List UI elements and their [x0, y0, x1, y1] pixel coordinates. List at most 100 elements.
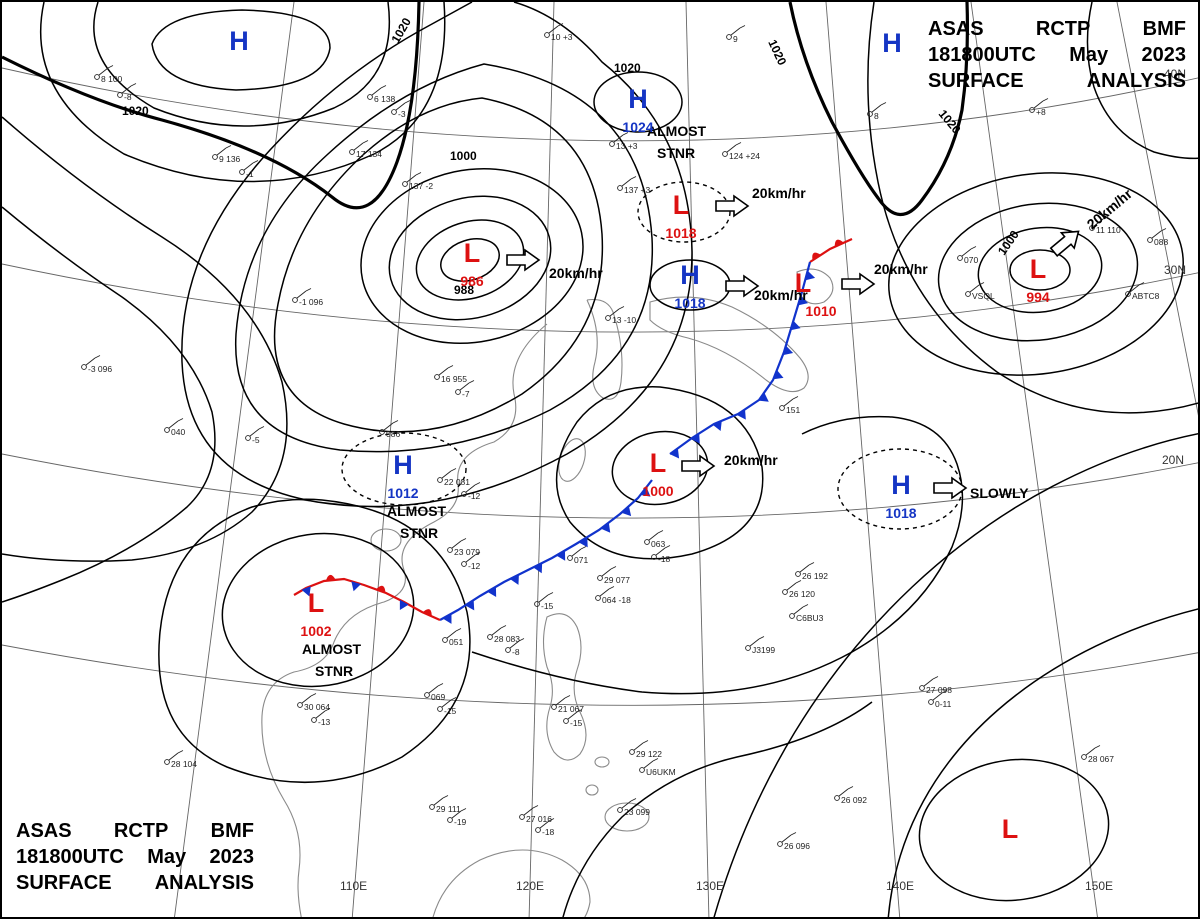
title-word: SURFACE	[16, 872, 112, 894]
wind-barb-tick	[580, 546, 587, 550]
wind-barb-tick	[107, 65, 114, 69]
wind-barb-tick	[1102, 216, 1109, 220]
station-plot: -15	[541, 601, 554, 611]
station-plot: 051	[449, 637, 463, 647]
cold-front-triangle	[301, 586, 311, 597]
pressure-center-value: 1018	[665, 225, 696, 241]
wind-barb-tick	[564, 695, 571, 699]
wind-barb	[601, 568, 612, 577]
annotation-text: STNR	[657, 145, 695, 161]
title-word: RCTP	[113, 820, 169, 842]
wind-barb	[643, 760, 654, 769]
cold-front-triangle	[790, 320, 801, 331]
meridian-120e	[528, 2, 555, 917]
station-plot: -12	[468, 561, 481, 571]
pressure-center-value: 1000	[642, 483, 673, 499]
station-circle	[1125, 291, 1131, 297]
station-circle	[487, 634, 493, 640]
station-circle	[239, 169, 245, 175]
station-plot: -15	[444, 706, 457, 716]
coast-mindanao	[604, 802, 650, 832]
wind-barb-tick	[415, 172, 422, 176]
wind-barb	[85, 357, 96, 366]
wind-barb	[491, 627, 502, 636]
pressure-center-value: 1010	[805, 303, 836, 319]
wind-barb-tick	[880, 102, 887, 106]
station-circle	[651, 554, 657, 560]
wind-barb	[406, 174, 417, 183]
longitude-label: 130E	[696, 879, 724, 893]
station-circle	[629, 749, 635, 755]
station-circle	[164, 759, 170, 765]
isobar-closed	[611, 430, 709, 506]
station-circle	[535, 827, 541, 833]
station-plot: -7	[462, 389, 470, 399]
isobar-line	[1086, 2, 1198, 160]
wind-barb	[749, 638, 760, 647]
cold-front-line	[669, 261, 812, 455]
cold-front-triangle	[533, 562, 543, 574]
station-circle	[1029, 107, 1035, 113]
station-circle	[644, 539, 650, 545]
wind-barb-tick	[548, 818, 555, 822]
title-word: 181800UTC	[928, 44, 1036, 66]
title-line-1: ASAS RCTP BMF	[16, 818, 254, 844]
station-circle	[567, 555, 573, 561]
wind-barb	[446, 630, 457, 639]
station-plot: 086	[386, 429, 400, 439]
station-circle	[367, 94, 373, 100]
isobar-1020-thick	[2, 2, 421, 210]
wind-barb	[509, 640, 520, 649]
station-plot: 23 099	[624, 807, 650, 817]
station-plot: -15	[570, 718, 583, 728]
cold-front-triangle	[487, 586, 497, 597]
movement-arrow	[506, 248, 541, 272]
station-plot: 22 081	[444, 477, 470, 487]
wind-barb-tick	[652, 758, 659, 762]
title-word: RCTP	[1035, 18, 1091, 40]
coast-hokkaido	[796, 268, 834, 305]
station-plot: 29 077	[604, 575, 630, 585]
station-plot: 10 +3	[551, 32, 573, 42]
station-circle	[117, 92, 123, 98]
station-circle	[617, 185, 623, 191]
longitude-label: 140E	[886, 879, 914, 893]
isobar-label: 1020	[122, 104, 149, 118]
wind-barb	[451, 540, 462, 549]
station-plot: 30 064	[304, 702, 330, 712]
wind-barb-tick	[792, 396, 799, 400]
wind-barb	[726, 144, 737, 153]
station-plot: -19	[454, 817, 467, 827]
wind-barb	[353, 142, 364, 151]
warm-front-semicircle	[422, 609, 432, 617]
isobar-label: 1020	[765, 37, 789, 67]
wind-barb-tick	[1094, 745, 1101, 749]
wind-barb-tick	[392, 420, 399, 424]
isobar-closed	[888, 172, 1184, 376]
cold-front-triangle	[758, 392, 769, 402]
station-circle	[424, 692, 430, 698]
isobar-closed	[158, 498, 471, 784]
title-line-3: SURFACE ANALYSIS	[928, 68, 1186, 94]
station-plot: 28 067	[1088, 754, 1114, 764]
isobar-label: 1020	[388, 15, 414, 45]
cold-front-triangle	[600, 522, 611, 533]
wind-barb	[538, 594, 549, 603]
coast-visayas	[594, 756, 610, 768]
station-plot: ABTC8	[1132, 291, 1160, 301]
station-plot: 070	[964, 255, 978, 265]
station-plot: 063	[651, 539, 665, 549]
station-circle	[437, 706, 443, 712]
title-word: BMF	[1142, 18, 1186, 40]
wind-barb-tick	[758, 636, 765, 640]
cold-front-triangle	[351, 581, 361, 592]
cold-front-triangle	[797, 295, 809, 306]
wind-barb	[216, 147, 227, 156]
parallel-10n	[2, 644, 1198, 706]
station-plot: 26 120	[789, 589, 815, 599]
title-word: 181800UTC	[16, 846, 124, 868]
station-plot: 071	[574, 555, 588, 565]
meridian-150e	[970, 2, 1098, 917]
movement-arrow	[1049, 230, 1080, 257]
